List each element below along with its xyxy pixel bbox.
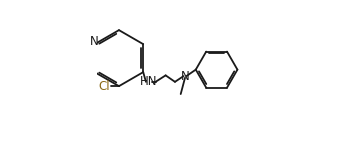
- Text: Cl: Cl: [98, 80, 110, 93]
- Text: HN: HN: [141, 75, 158, 88]
- Text: N: N: [181, 70, 189, 83]
- Text: N: N: [90, 35, 99, 48]
